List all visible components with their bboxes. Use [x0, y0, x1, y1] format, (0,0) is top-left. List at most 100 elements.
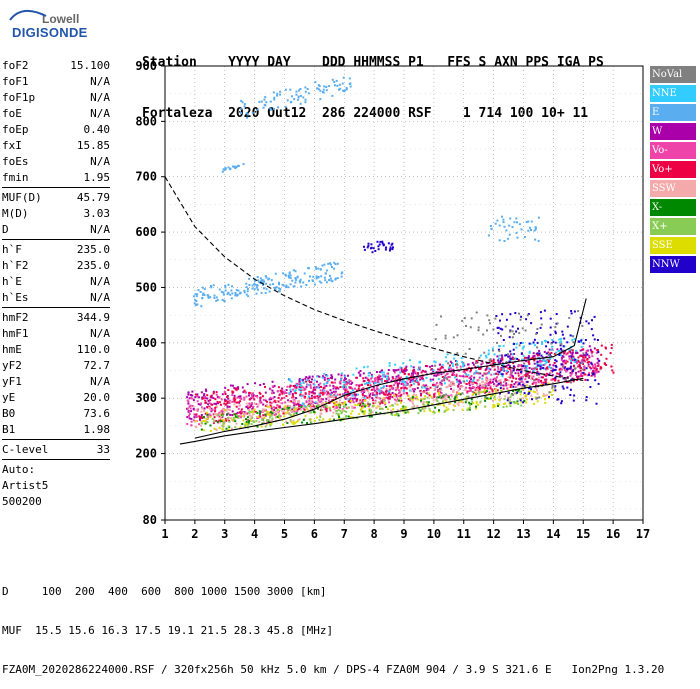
echo-point: [592, 370, 595, 373]
echo-point: [492, 328, 495, 331]
echo-point: [497, 382, 500, 385]
curves-layer: [164, 176, 587, 445]
echo-point: [336, 393, 339, 396]
echo-point: [305, 284, 308, 286]
echo-point: [585, 351, 588, 354]
echo-point: [610, 365, 613, 368]
echo-point: [453, 373, 455, 376]
echo-point: [530, 394, 533, 397]
echo-point: [529, 226, 531, 229]
echo-point: [188, 414, 190, 417]
echo-point: [367, 244, 370, 247]
echo-point: [510, 383, 513, 386]
echo-point: [468, 387, 471, 389]
echo-point: [580, 359, 583, 362]
echo-point: [380, 389, 383, 392]
echo-point: [234, 293, 237, 296]
echo-point: [542, 395, 545, 398]
echo-point: [536, 352, 539, 355]
echo-point: [522, 365, 525, 367]
echo-point: [437, 403, 440, 406]
echo-point: [419, 360, 422, 363]
echo-point: [454, 401, 457, 404]
echo-point: [468, 384, 471, 387]
echo-point: [498, 370, 501, 373]
echo-point: [371, 397, 374, 400]
echo-point: [391, 387, 394, 390]
echo-point: [270, 407, 273, 410]
echo-point: [389, 388, 392, 391]
echo-point: [536, 370, 539, 373]
echo-point: [375, 395, 378, 398]
echo-point: [214, 406, 217, 409]
echo-point: [276, 404, 279, 407]
echo-point: [259, 399, 262, 402]
echo-point: [595, 369, 598, 372]
echo-point: [329, 407, 331, 410]
echo-point: [269, 107, 272, 110]
echo-point: [330, 393, 333, 396]
echo-point: [274, 401, 277, 404]
echo-point: [397, 374, 400, 377]
echo-point: [301, 394, 304, 397]
echo-point: [595, 402, 598, 405]
echo-point: [281, 392, 284, 395]
echo-point: [298, 418, 301, 421]
echo-point: [481, 374, 484, 377]
echo-point: [497, 405, 499, 407]
echo-point: [302, 386, 305, 389]
echo-point: [406, 411, 409, 414]
echo-point: [329, 376, 332, 379]
echo-point: [479, 354, 482, 357]
echo-point: [213, 294, 216, 297]
echo-point: [352, 373, 355, 376]
echo-point: [330, 279, 333, 282]
echo-point: [429, 386, 432, 389]
echo-point: [358, 385, 361, 388]
echo-point: [299, 393, 302, 396]
echo-point: [222, 414, 225, 417]
echo-point: [423, 398, 426, 401]
echo-point: [570, 362, 573, 365]
echo-point: [203, 409, 206, 412]
echo-point: [384, 248, 387, 251]
echo-point: [378, 243, 381, 246]
echo-point: [467, 374, 470, 377]
separator: [2, 459, 110, 460]
echo-point: [428, 394, 431, 397]
echo-point: [331, 391, 333, 394]
echo-point: [502, 406, 505, 409]
echo-point: [361, 396, 364, 399]
echo-point: [218, 427, 221, 429]
echo-point: [560, 358, 563, 361]
echo-point: [334, 396, 337, 399]
echo-point: [274, 406, 277, 409]
echo-point: [497, 357, 500, 360]
echo-point: [492, 406, 495, 409]
echo-point: [594, 379, 597, 382]
echo-point: [234, 292, 237, 294]
param-name: fxI: [2, 139, 22, 152]
echo-point: [569, 372, 572, 374]
echo-point: [342, 403, 345, 405]
echo-point: [370, 246, 373, 249]
echo-point: [533, 362, 536, 365]
echo-point: [376, 405, 379, 408]
echo-point: [486, 390, 488, 393]
echo-point: [370, 415, 373, 418]
echo-point: [520, 352, 523, 355]
echo-point: [505, 229, 508, 232]
echo-point: [272, 391, 275, 394]
echo-point: [281, 408, 284, 410]
echo-point: [511, 356, 514, 359]
echo-point: [371, 393, 374, 396]
echo-point: [190, 410, 192, 413]
echo-point: [372, 386, 375, 389]
echo-point: [580, 366, 582, 369]
echo-point: [319, 98, 322, 101]
echo-point: [229, 413, 232, 416]
echo-point: [421, 369, 424, 372]
echo-point: [477, 372, 480, 375]
echo-point: [347, 415, 350, 418]
echo-point: [192, 399, 195, 402]
